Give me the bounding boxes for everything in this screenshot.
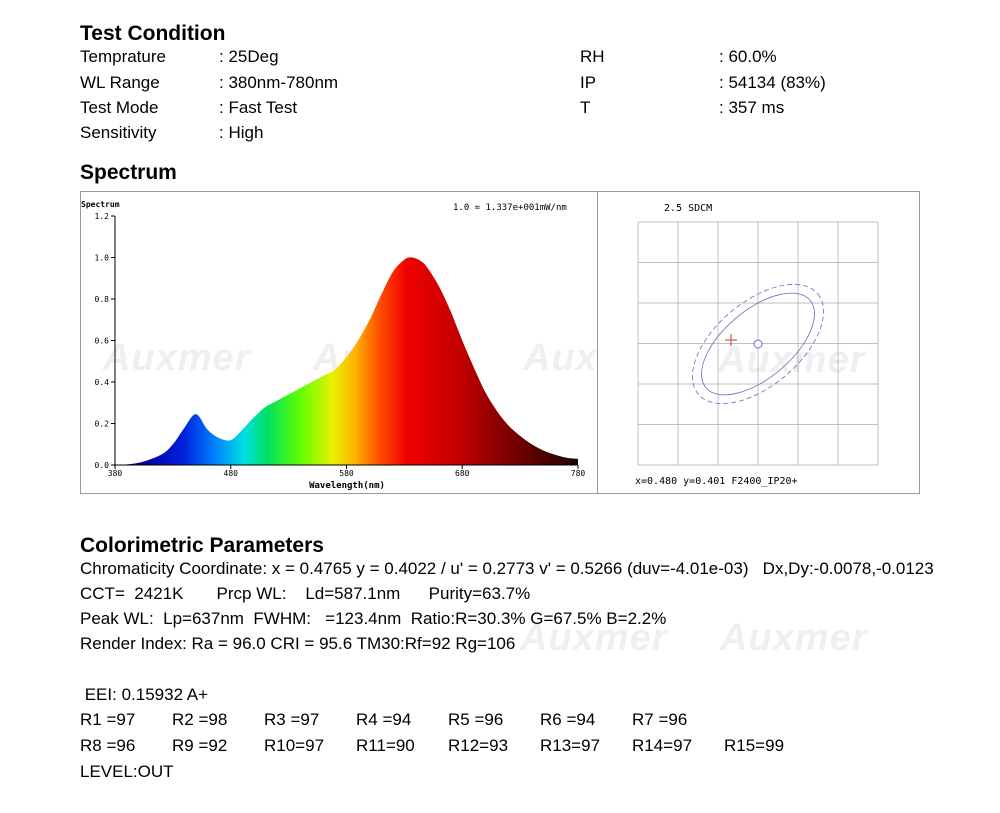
r-value-r2: R2 =98 <box>172 710 228 729</box>
r-value-r15: R15=99 <box>724 736 785 755</box>
spectrum-chart: Auxmer Auxmer Auxmer 0.00.20.40.60.81.01… <box>81 200 671 491</box>
watermark-text: Auxmer <box>522 337 597 379</box>
y-tick-label: 0.6 <box>95 337 110 346</box>
r-value-r14: R14=97 <box>632 736 693 755</box>
condition-label-temperature: Temprature <box>80 47 166 66</box>
r-value-r4: R4 =94 <box>356 710 412 729</box>
condition-value-ip: : 54134 (83%) <box>719 73 826 92</box>
sdcm-outer-ellipse <box>692 284 824 404</box>
x-axis-title: Wavelength(nm) <box>309 481 385 491</box>
x-tick-label: 480 <box>224 469 239 478</box>
r-value-r1: R1 =97 <box>80 710 136 729</box>
y-tick-label: 1.0 <box>95 254 110 263</box>
y-tick-label: 0.8 <box>95 295 110 304</box>
eei-line: EEI: 0.15932 A+ <box>80 685 209 704</box>
condition-label-rh: RH <box>580 47 605 66</box>
r-value-r9: R9 =92 <box>172 736 228 755</box>
x-tick-label: 680 <box>455 469 470 478</box>
watermark-text: Auxmer <box>717 339 867 381</box>
cie-coordinate-footer: x=0.480 y=0.401 F2400_IP20+ <box>635 476 798 487</box>
cct-line: CCT= 2421K Prcp WL: Ld=587.1nm Purity=63… <box>80 584 531 603</box>
condition-label-t: T <box>580 98 591 117</box>
r-value-r13: R13=97 <box>540 736 601 755</box>
watermark-text: Auxmer <box>719 617 869 659</box>
x-tick-label: 780 <box>571 469 586 478</box>
condition-label-sensitivity: Sensitivity <box>80 123 157 142</box>
condition-value-sensitivity: : High <box>219 123 264 142</box>
watermark-text: Auxmer <box>520 617 669 659</box>
y-tick-label: 1.2 <box>95 212 110 221</box>
peak-wl-line: Peak WL: Lp=637nm FWHM: =123.4nm Ratio:R… <box>80 609 667 628</box>
condition-label-wl-range: WL Range <box>80 73 160 92</box>
sdcm-title: 2.5 SDCM <box>664 203 712 214</box>
colorimetric-title: Colorimetric Parameters <box>80 534 324 557</box>
test-condition-title: Test Condition <box>80 22 226 45</box>
condition-label-ip: IP <box>580 73 597 92</box>
x-tick-label: 380 <box>108 469 123 478</box>
condition-label-test-mode: Test Mode <box>80 98 159 117</box>
y-tick-label: 0.2 <box>95 420 110 429</box>
r-value-r12: R12=93 <box>448 736 509 755</box>
condition-value-t: : 357 ms <box>719 98 785 117</box>
measured-point-marker <box>725 334 737 346</box>
colorimetric-watermarks: Auxmer Auxmer <box>520 617 869 659</box>
r-value-r7: R7 =96 <box>632 710 688 729</box>
watermark-text: Auxmer <box>102 337 252 379</box>
r-value-r6: R6 =94 <box>540 710 596 729</box>
cie-sdcm-panel: 2.5 SDCM Auxmer x=0.480 y=0.401 F2400_IP… <box>598 191 920 494</box>
r-value-r5: R5 =96 <box>448 710 504 729</box>
sdcm-inner-ellipse <box>701 292 815 396</box>
r-value-r10: R10=97 <box>264 736 325 755</box>
r-value-r3: R3 =97 <box>264 710 320 729</box>
y-tick-label: 0.0 <box>95 461 110 470</box>
condition-value-temperature: : 25Deg <box>219 47 279 66</box>
target-center-marker <box>753 339 763 349</box>
render-index-line: Render Index: Ra = 96.0 CRI = 95.6 TM30:… <box>80 634 516 653</box>
chromaticity-line: Chromaticity Coordinate: x = 0.4765 y = … <box>80 559 934 578</box>
condition-value-rh: : 60.0% <box>719 47 777 66</box>
y-axis-title: Spectrum <box>81 200 120 209</box>
r-value-r8: R8 =96 <box>80 736 136 755</box>
spectrum-title: Spectrum <box>80 161 177 184</box>
x-tick-label: 580 <box>339 469 354 478</box>
cie-sdcm-chart: 2.5 SDCM Auxmer x=0.480 y=0.401 F2400_IP… <box>635 203 879 487</box>
spectrum-chart-panel: Auxmer Auxmer Auxmer 0.00.20.40.60.81.01… <box>80 191 671 494</box>
y-tick-label: 0.4 <box>95 378 110 387</box>
condition-value-wl-range: : 380nm-780nm <box>219 73 339 92</box>
condition-value-test-mode: : Fast Test <box>219 98 298 117</box>
scale-note: 1.0 = 1.337e+001mW/nm <box>453 203 567 213</box>
level-line: LEVEL:OUT <box>80 762 174 781</box>
spectrum-area <box>115 257 578 465</box>
r-value-r11: R11=90 <box>356 736 415 755</box>
